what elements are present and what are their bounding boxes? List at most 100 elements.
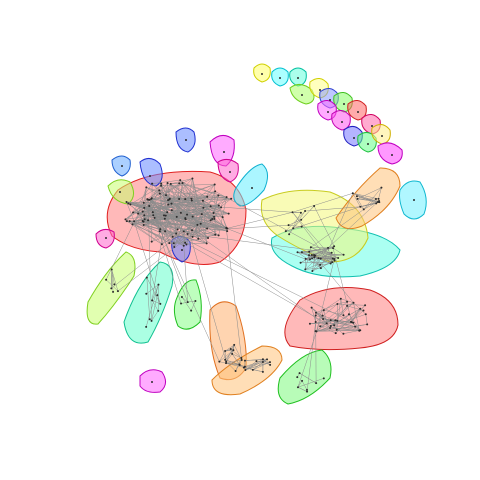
graph-node <box>319 257 322 260</box>
graph-node <box>209 219 212 222</box>
graph-node <box>164 230 167 233</box>
graph-node <box>325 322 328 325</box>
graph-edge <box>231 353 240 365</box>
graph-node <box>319 267 322 270</box>
graph-node <box>288 233 291 236</box>
graph-edge <box>128 203 223 218</box>
graph-edge <box>180 301 188 304</box>
graph-edge <box>336 298 342 330</box>
graph-edge <box>192 191 216 237</box>
graph-edge <box>316 302 354 332</box>
graph-edge <box>305 247 312 270</box>
graph-edge <box>330 319 351 323</box>
graph-edge <box>159 231 207 244</box>
graph-node <box>110 268 113 271</box>
graph-node <box>145 292 148 295</box>
graph-edge <box>352 193 378 203</box>
graph-node <box>351 192 354 195</box>
graph-node <box>186 213 189 216</box>
graph-node <box>313 205 316 208</box>
graph-node <box>266 358 269 361</box>
graph-node <box>133 220 136 223</box>
graph-node <box>335 328 338 331</box>
graph-edge <box>244 358 263 361</box>
graph-node <box>112 290 115 293</box>
graph-edge <box>170 182 183 185</box>
graph-node <box>327 246 330 249</box>
graph-edge <box>352 193 377 204</box>
graph-node <box>308 322 311 325</box>
community-hull-iso-magenta-3 <box>377 142 403 165</box>
graph-node <box>306 390 309 393</box>
graph-edge <box>327 203 377 249</box>
community-hull-pink-top <box>217 158 239 183</box>
graph-node <box>329 319 332 322</box>
graph-edge <box>224 344 235 352</box>
graph-node <box>153 216 156 219</box>
graph-edge <box>190 300 196 311</box>
graph-node <box>284 230 287 233</box>
graph-edge <box>170 183 186 243</box>
graph-node <box>176 228 179 231</box>
graph-node <box>217 234 220 237</box>
graph-node <box>186 233 189 236</box>
graph-node <box>181 249 183 251</box>
graph-edge <box>160 229 188 303</box>
graph-node <box>226 230 229 233</box>
graph-node <box>173 246 176 249</box>
graph-node <box>354 325 357 328</box>
graph-node <box>165 194 168 197</box>
graph-node <box>297 77 299 79</box>
graph-node <box>310 306 313 309</box>
graph-node <box>347 313 350 316</box>
graph-edge <box>288 219 302 226</box>
graph-node <box>143 218 146 221</box>
graph-node <box>170 202 173 205</box>
community-hull-green-bottom <box>277 349 332 405</box>
graph-node <box>214 190 217 193</box>
graph-edge <box>297 310 325 388</box>
graph-node <box>185 243 188 246</box>
graph-node <box>244 368 247 371</box>
graph-edge <box>334 324 360 331</box>
graph-node <box>329 262 332 265</box>
graph-node <box>150 240 153 243</box>
graph-node <box>227 212 230 215</box>
graph-edge <box>337 301 348 305</box>
graph-node <box>190 309 193 312</box>
graph-edge <box>171 210 177 234</box>
graph-node <box>308 250 311 253</box>
graph-edge <box>144 219 331 327</box>
graph-edge <box>297 252 344 256</box>
graph-node <box>167 199 170 202</box>
graph-node <box>179 211 182 214</box>
graph-node <box>329 324 332 327</box>
graph-node <box>240 359 243 362</box>
graph-edge <box>311 307 316 323</box>
graph-edge <box>182 182 192 199</box>
graph-node <box>172 242 175 245</box>
graph-edge <box>308 255 331 264</box>
graph-node <box>229 171 231 173</box>
graph-edge <box>244 359 268 367</box>
graph-edge <box>292 212 331 264</box>
graph-node <box>207 237 210 240</box>
graph-node <box>374 197 377 200</box>
community-hull-cyan-far-right <box>399 180 427 220</box>
graph-node <box>150 319 153 322</box>
graph-node <box>191 229 194 232</box>
graph-edge <box>332 247 344 256</box>
graph-node <box>168 197 171 200</box>
graph-node <box>359 307 362 310</box>
graph-edge <box>147 178 193 200</box>
graph-node <box>366 323 369 326</box>
graph-edge <box>363 187 382 210</box>
graph-node <box>313 256 316 259</box>
graph-edge <box>133 200 192 213</box>
graph-edge <box>117 218 213 292</box>
graph-edge <box>191 198 199 239</box>
graph-node <box>327 111 329 113</box>
graph-node <box>113 283 116 286</box>
graph-node <box>164 214 167 217</box>
graph-edge <box>137 213 162 245</box>
